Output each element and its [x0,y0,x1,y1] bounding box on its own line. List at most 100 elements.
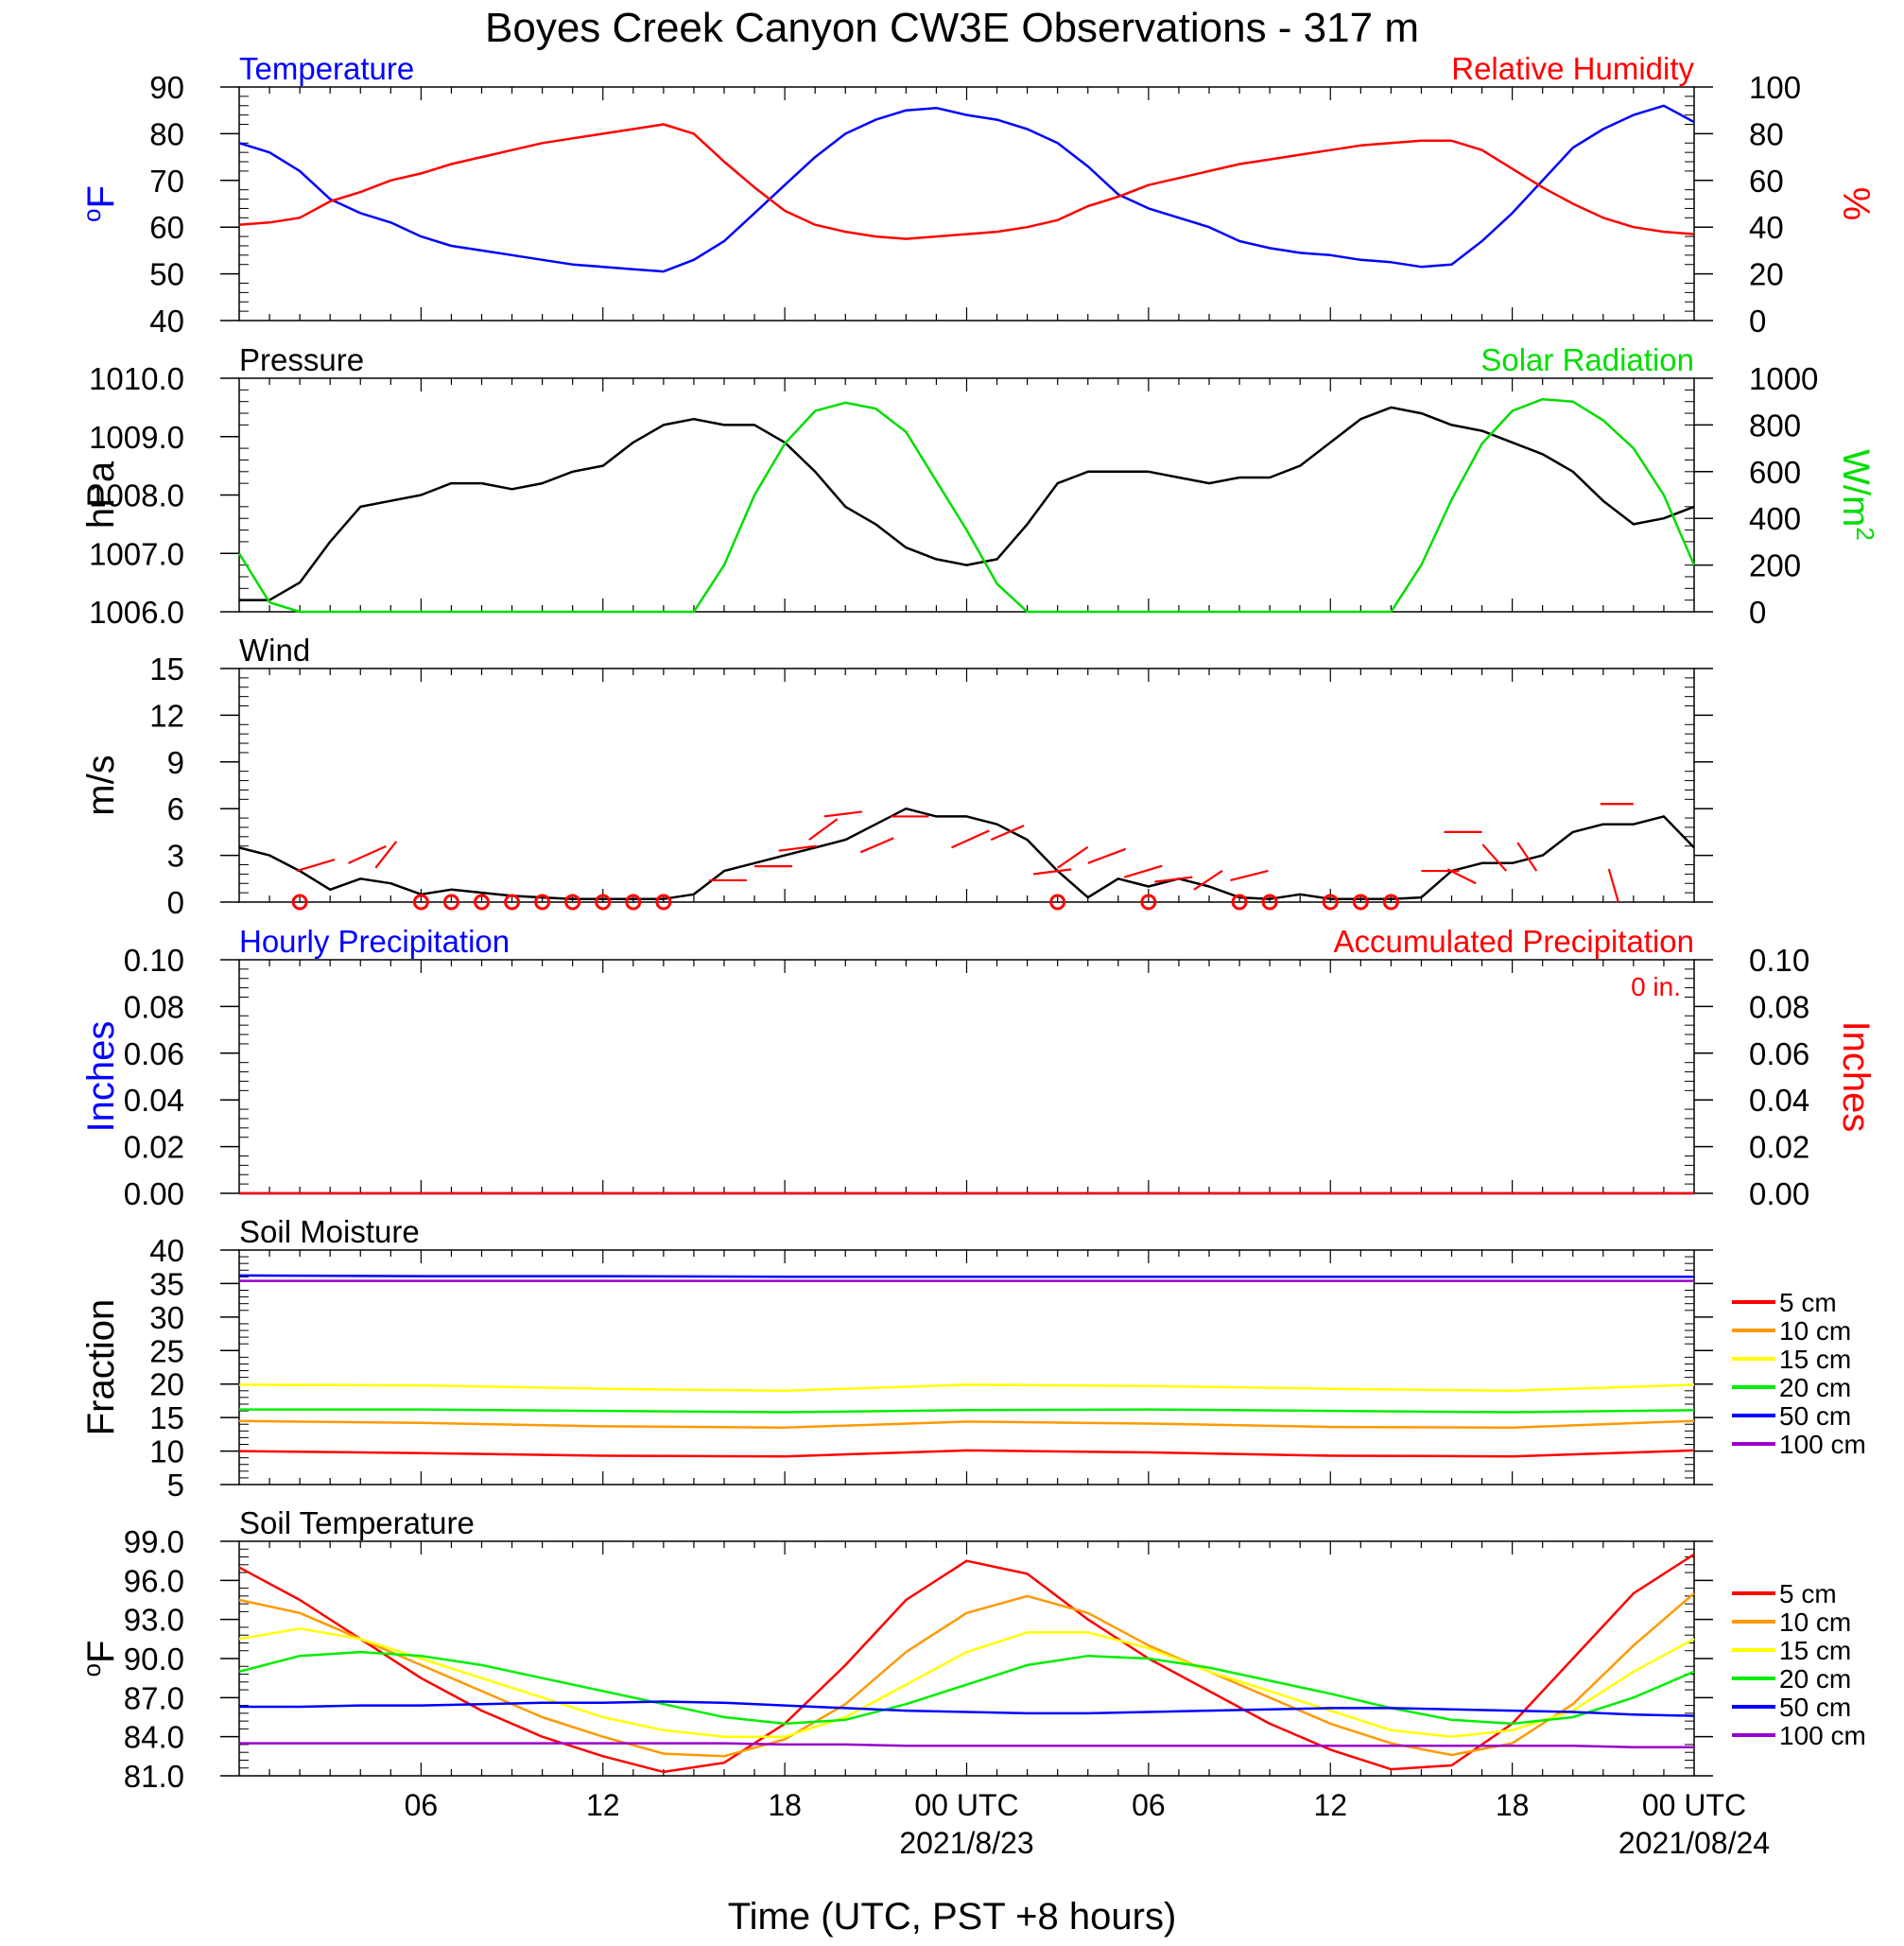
wind-barb [808,818,839,842]
y-tick-label-right: 60 [1749,164,1784,199]
legend-label: 50 cm [1779,1693,1851,1722]
y-tick-label-left: 20 [149,1367,184,1402]
x-tick-label: 00 UTC [1642,1788,1746,1822]
wind-barb [1057,845,1089,869]
y-tick-label-left: 12 [149,698,184,733]
series-line [238,104,1695,273]
plot-frame-precipitation [238,959,1695,1194]
series-line [238,1419,1695,1430]
panel-title-right: Accumulated Precipitation [1333,924,1694,959]
series-line [239,406,1695,601]
x-tick-label: 18 [768,1788,802,1822]
wind-barb [951,829,990,849]
y-axis-title-left: hPa [80,460,122,529]
calm-wind-marker [504,894,521,911]
legend-label: 20 cm [1779,1664,1851,1694]
y-axis-title-left: oF [78,185,122,222]
y-tick-label-left: 40 [149,1233,184,1268]
y-tick-label-left: 9 [167,745,184,780]
calm-wind-marker [1352,894,1369,911]
wind-barb [1230,869,1269,882]
panel-title-right: Solar Radiation [1480,342,1694,377]
wind-barb [347,844,387,864]
y-tick-label-left: 1009.0 [89,420,184,455]
y-tick-label-left: 15 [149,1400,184,1435]
y-axis-title-left: Inches [80,1021,122,1133]
calm-wind-marker [1322,894,1339,911]
y-tick-label-left: 81.0 [124,1759,184,1794]
y-tick-label-left: 1010.0 [89,361,184,396]
series-line [238,807,1695,900]
wind-barb [374,841,398,869]
calm-wind-marker [625,894,642,911]
y-tick-label-right: 0.06 [1749,1036,1809,1071]
wind-barb [1032,868,1072,876]
y-axis-title-right: % [1835,187,1877,221]
y-axis-title-right: Inches [1835,1021,1877,1133]
panel-title-left: Wind [239,633,310,668]
y-tick-label-left: 15 [149,652,184,686]
x-axis-title: Time (UTC, PST +8 hours) [728,1896,1177,1937]
y-tick-label-left: 35 [149,1266,184,1301]
series-line [238,1627,1695,1738]
y-tick-label-right: 20 [1749,257,1784,292]
y-tick-label-left: 0.06 [124,1036,184,1071]
calm-wind-marker [564,894,581,911]
series-line [238,1274,1694,1278]
x-date-label: 2021/08/24 [1618,1826,1770,1860]
wind-barb [859,837,894,854]
wind-barb [1607,868,1619,903]
wind-barb [823,810,862,818]
calm-wind-marker [291,894,308,911]
series-line [238,1553,1695,1774]
panel-title-left: Hourly Precipitation [239,924,510,959]
y-tick-label-right: 100 [1749,70,1801,105]
x-tick-label: 00 UTC [914,1788,1018,1822]
y-tick-label-left: 96.0 [124,1563,184,1598]
x-tick-label: 06 [1132,1788,1166,1822]
calm-wind-marker [1382,894,1399,911]
y-tick-label-right: 0.10 [1749,943,1809,978]
wind-barb [1154,876,1193,883]
legend-label: 10 cm [1779,1316,1851,1346]
y-tick-label-left: 84.0 [124,1720,184,1755]
legend-label: 100 cm [1779,1430,1866,1459]
panel-title-left: Soil Temperature [239,1505,475,1540]
x-tick-label: 18 [1496,1788,1530,1822]
wind-barb [296,859,336,873]
y-tick-label-right: 0 [1749,595,1766,630]
y-tick-label-right: 0.00 [1749,1176,1809,1211]
series-line [238,123,1695,240]
legend-label: 100 cm [1779,1721,1866,1750]
y-tick-label-left: 30 [149,1300,184,1335]
plot-frame-temperature_humidity [238,86,1695,321]
plot-frame-pressure_solar [238,377,1695,613]
series-line [238,1449,1695,1458]
panel-title-left: Temperature [239,51,414,86]
wind-barb [1446,868,1477,885]
y-tick-label-right: 80 [1749,116,1784,151]
wind-barb [1087,847,1127,864]
plot-frame-wind [238,668,1695,903]
y-tick-label-left: 0.04 [124,1083,184,1118]
wind-barb [1516,842,1538,872]
accumulated-total-label: 0 in. [1631,972,1681,1001]
calm-wind-marker [1140,894,1157,911]
legend-label: 5 cm [1779,1579,1837,1608]
wind-barb [990,825,1025,842]
y-axis-title-right: W/m2 [1835,449,1879,541]
plot-frame-soil_temperature [238,1540,1695,1777]
y-tick-label-left: 25 [149,1333,184,1368]
y-tick-label-left: 90.0 [124,1642,184,1677]
series-line [239,1408,1695,1414]
y-tick-label-left: 0.02 [124,1130,184,1165]
legend-label: 15 cm [1779,1636,1851,1665]
legend-label: 20 cm [1779,1373,1851,1402]
y-tick-label-left: 80 [149,116,184,151]
y-tick-label-left: 93.0 [124,1603,184,1638]
calm-wind-marker [1049,894,1066,911]
y-tick-label-left: 50 [149,257,184,292]
y-tick-label-right: 1000 [1749,361,1818,396]
y-tick-label-right: 0 [1749,304,1766,339]
calm-wind-marker [534,894,551,911]
